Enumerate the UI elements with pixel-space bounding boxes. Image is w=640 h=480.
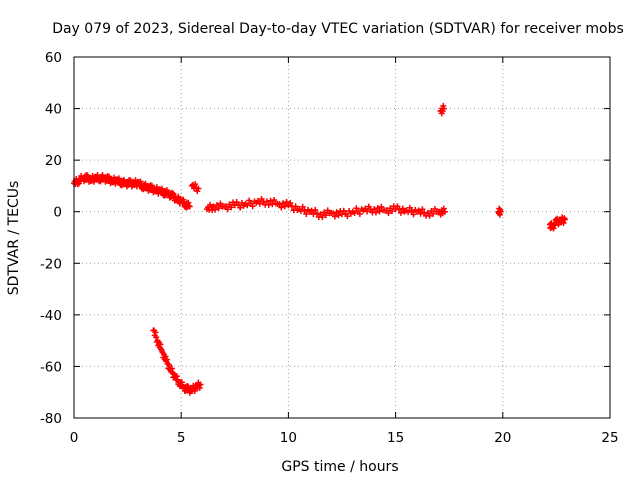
data-point <box>441 208 448 215</box>
data-point <box>440 205 447 212</box>
data-point <box>364 208 371 215</box>
data-point <box>192 181 199 188</box>
data-point <box>217 200 224 207</box>
x-tick-label: 10 <box>280 430 297 446</box>
data-point <box>210 203 217 210</box>
axis-ticks <box>73 56 611 419</box>
data-point <box>215 205 222 212</box>
data-point <box>551 222 558 229</box>
data-point <box>497 208 504 215</box>
data-point <box>278 204 285 211</box>
data-point <box>430 210 437 217</box>
data-point <box>303 210 310 217</box>
data-point <box>410 211 417 218</box>
data-point <box>550 225 557 232</box>
data-point <box>417 210 424 217</box>
data-point <box>191 388 198 395</box>
data-point <box>374 205 381 212</box>
data-point <box>237 204 244 211</box>
y-tick-labels: -80 -60 -40 -20 0 20 40 60 <box>40 50 62 427</box>
data-point <box>287 199 294 206</box>
data-point <box>406 204 413 211</box>
data-point <box>244 202 251 209</box>
data-point <box>276 201 283 208</box>
data-point <box>419 206 426 213</box>
data-point <box>405 209 412 216</box>
data-point <box>385 210 392 217</box>
y-tick-label: -60 <box>40 359 62 375</box>
data-point <box>389 208 396 215</box>
chart-title: Day 079 of 2023, Sidereal Day-to-day VTE… <box>52 21 624 37</box>
data-point <box>322 212 329 219</box>
data-point <box>299 203 306 210</box>
y-tick-label: 40 <box>45 102 62 118</box>
x-tick-label: 0 <box>70 430 79 446</box>
data-point <box>408 208 415 215</box>
grid <box>74 57 610 418</box>
data-point <box>333 209 340 216</box>
x-tick-labels: 0 5 10 15 20 25 <box>70 430 619 446</box>
data-point <box>351 210 358 217</box>
data-point <box>281 203 288 210</box>
data-point <box>356 210 363 217</box>
data-point <box>256 200 263 207</box>
y-tick-label: 0 <box>53 205 62 221</box>
data-point <box>426 212 433 219</box>
data-point <box>312 206 319 213</box>
data-point <box>292 203 299 210</box>
data-point <box>224 206 231 213</box>
x-axis-label: GPS time / hours <box>281 459 398 475</box>
data-point <box>394 203 401 210</box>
data-point <box>213 202 220 209</box>
y-axis-label: SDTVAR / TECUs <box>6 181 22 296</box>
data-point <box>331 213 338 220</box>
data-points <box>71 102 568 396</box>
x-tick-label: 25 <box>601 430 618 446</box>
data-point <box>283 198 290 205</box>
x-tick-label: 20 <box>494 430 511 446</box>
data-point <box>212 206 219 213</box>
data-point <box>378 203 385 210</box>
data-point <box>339 211 345 218</box>
data-point <box>372 209 379 216</box>
data-point <box>344 213 351 220</box>
data-point <box>280 200 287 207</box>
data-point <box>415 207 422 214</box>
data-point <box>330 210 337 217</box>
y-tick-label: -40 <box>40 308 62 324</box>
data-point <box>197 381 204 388</box>
data-point <box>397 209 404 216</box>
data-point <box>561 216 568 223</box>
plot-frame <box>73 56 611 419</box>
y-tick-label: 20 <box>45 153 62 169</box>
y-tick-label: 60 <box>45 50 62 66</box>
data-point <box>440 105 447 112</box>
data-point <box>399 205 406 212</box>
x-tick-label: 5 <box>177 430 186 446</box>
data-point <box>396 206 403 213</box>
x-tick-label: 15 <box>387 430 404 446</box>
data-point <box>271 197 278 204</box>
data-point <box>228 204 235 211</box>
y-tick-label: -20 <box>40 256 62 272</box>
data-point <box>249 203 256 210</box>
data-point <box>335 212 342 219</box>
data-point <box>195 185 202 192</box>
data-point <box>313 210 320 217</box>
data-point <box>376 208 383 215</box>
data-point <box>319 214 326 221</box>
data-point <box>186 203 193 210</box>
data-point <box>371 206 378 213</box>
y-tick-label: -80 <box>40 411 62 427</box>
